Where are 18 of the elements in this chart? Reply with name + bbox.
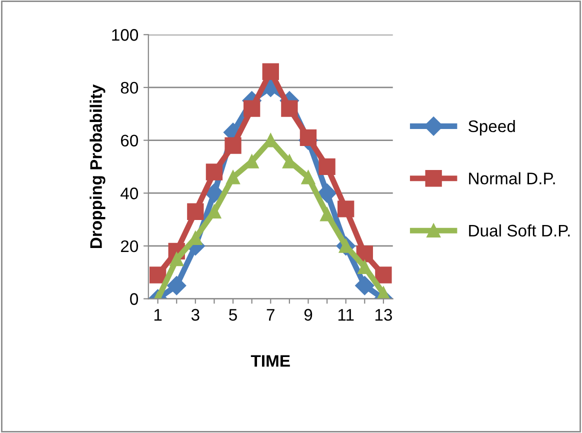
x-tick-label: 1 — [154, 309, 162, 321]
y-tick-label: 0 — [130, 293, 138, 305]
x-tick-label: 5 — [229, 309, 237, 321]
x-tick-label: 9 — [304, 308, 312, 321]
y-tick-label: 80 — [120, 82, 138, 94]
x-tick-label: 13 — [375, 308, 392, 321]
x-axis-title: TIME — [250, 355, 290, 367]
x-tick-label: 7 — [266, 309, 274, 321]
legend-label: Speed — [468, 120, 515, 136]
y-tick-label: 60 — [121, 134, 138, 146]
y-tick-label: 20 — [120, 240, 138, 252]
y-tick-label: 100 — [112, 29, 138, 41]
x-tick-label: 11 — [338, 309, 354, 321]
legend-label: Normal D.P. — [469, 172, 555, 184]
y-axis-title: Dropping Probability — [90, 84, 106, 248]
x-tick-label: 3 — [191, 308, 200, 321]
y-tick-label: 40 — [120, 188, 138, 200]
legend-label: Dual Soft D.P. — [469, 224, 570, 237]
